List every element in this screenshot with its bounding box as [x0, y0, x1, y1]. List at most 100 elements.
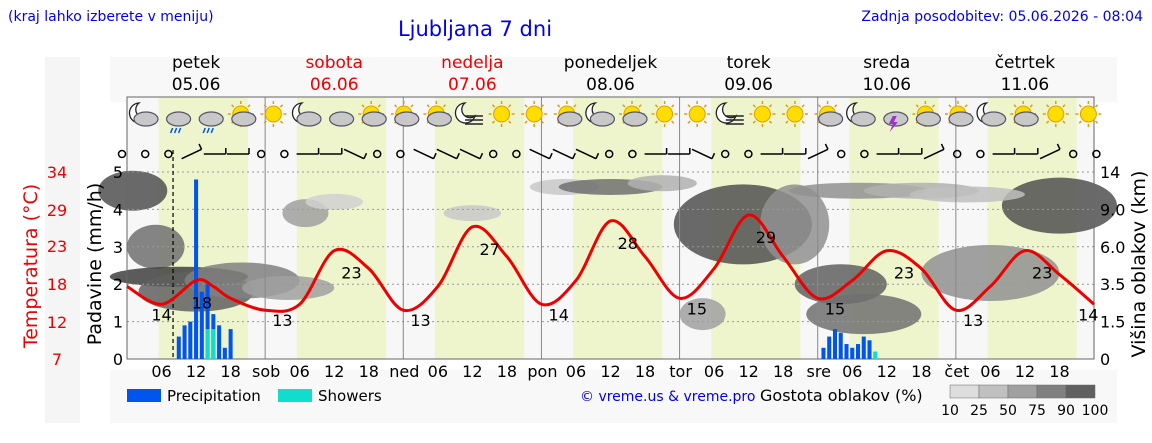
precipitation-bar	[827, 336, 832, 359]
precipitation-bar	[217, 325, 222, 359]
wind-calm-icon	[164, 149, 173, 159]
cloud-density-legend: 10 25 50 75 90 100	[941, 384, 1109, 419]
cloud-shape	[980, 111, 1007, 127]
temperature-value-label: 23	[341, 264, 361, 283]
wind-calm-icon	[628, 149, 637, 159]
sun-icon	[651, 101, 678, 127]
sun-shape	[525, 105, 543, 123]
precipitation-bar	[861, 336, 866, 359]
wind-barb-icon	[691, 148, 716, 160]
wind-barb-shaft	[691, 148, 713, 160]
sun-shape	[1079, 105, 1097, 123]
precip-tick-label: 2	[113, 275, 123, 294]
wind-barb-shaft	[923, 148, 945, 160]
temperature-value-label: 14	[549, 305, 569, 324]
cloud-shape	[850, 111, 876, 127]
sun-cloud-icon	[227, 101, 257, 127]
x-hour-tick: 12	[877, 362, 897, 381]
cloud-shape	[915, 111, 942, 127]
sun-ray	[915, 104, 919, 108]
rain-drop	[206, 127, 210, 134]
temperature-value-label: 15	[687, 299, 707, 318]
credit-link[interactable]: © vreme.us & vreme.pro	[580, 389, 755, 405]
wind-barb-icon	[783, 148, 807, 155]
sun-ray	[491, 104, 496, 108]
sun-ray	[524, 104, 528, 108]
x-axis: 06 12 18 sob 06 12 18 ned 06 12 18 pon 06 12 18 tor 06 12…	[151, 362, 1069, 381]
grid-lines	[126, 96, 1095, 360]
cloud-shape	[361, 111, 387, 127]
precipitation-bar	[867, 340, 872, 359]
wind-barb-shaft	[436, 148, 458, 160]
wind-calm-icon	[117, 149, 127, 159]
wind-calm-icon	[1068, 149, 1078, 159]
wind-calm-icon	[372, 149, 382, 159]
rain-drop	[169, 127, 174, 134]
day-date: 07.06	[448, 75, 497, 95]
sun-ray	[964, 104, 968, 108]
bottom-panel	[110, 370, 1117, 423]
sun-ray	[1094, 104, 1099, 108]
x-hour-tick: 06	[428, 362, 448, 381]
precip-tick-label: 4	[113, 200, 123, 219]
temperature-tick-label: 7	[52, 350, 62, 369]
wind-calm-icon	[976, 149, 985, 159]
x-hour-tick: 06	[289, 362, 309, 381]
day-name: nedelja	[441, 53, 503, 73]
sun-ray	[263, 104, 267, 108]
temperature-value-label: 28	[618, 234, 638, 253]
cloud-shape	[589, 111, 616, 127]
wind-barb-shaft	[807, 148, 829, 160]
sun-ray	[834, 104, 838, 108]
day-name: četrtek	[995, 53, 1056, 73]
x-hour-tick: 18	[1049, 362, 1069, 381]
sun-icon	[1075, 101, 1102, 127]
sun-shape	[1047, 105, 1065, 123]
temperature-tick-label: 23	[47, 237, 67, 256]
wind-barb-icon	[529, 148, 553, 160]
wind-barb-shaft	[529, 148, 550, 160]
cloud-icon	[329, 111, 355, 127]
sun-ray	[508, 104, 512, 108]
cloud-blob	[305, 193, 363, 210]
cloud-height-tick-label: 1.5	[1100, 313, 1125, 332]
cloud-shape	[1013, 111, 1039, 127]
wind-barb-icon	[876, 148, 900, 155]
day-date: 10.06	[862, 75, 911, 95]
cloud-height-axis-title: Višina oblakov (km)	[1128, 171, 1150, 358]
rain-drop	[202, 127, 206, 134]
sun-ray	[638, 104, 642, 108]
location-hint[interactable]: (kraj lahko izberete v meniju)	[8, 9, 214, 25]
cloud-legend-swatch	[949, 384, 980, 399]
wind-barb-icon	[227, 148, 250, 155]
wind-calm-icon	[604, 149, 614, 159]
x-hour-tick: 06	[151, 362, 171, 381]
sun-ray	[540, 104, 544, 108]
cloud-blob	[126, 224, 185, 269]
temperature-tick-label: 12	[47, 313, 67, 332]
sun-icon	[521, 101, 548, 127]
wind-barb-feather	[198, 143, 203, 150]
precipitation-bar	[222, 347, 227, 359]
sun-ray	[801, 104, 805, 108]
cloud-blob	[242, 275, 335, 300]
sun-icon	[1042, 101, 1069, 127]
x-hour-tick: 06	[566, 362, 586, 381]
cloud-height-tick-label: 3.5	[1100, 275, 1125, 294]
cloud-legend-label: 100	[1082, 403, 1109, 419]
sun-ray	[279, 104, 284, 108]
cloud-blob	[98, 170, 168, 211]
x-hour-tick: 12	[738, 362, 758, 381]
wind-calm-icon	[1092, 149, 1101, 159]
sun-ray	[654, 104, 659, 108]
sun-ray	[1062, 104, 1066, 108]
precipitation-bar	[844, 344, 849, 359]
precipitation-bar	[832, 329, 837, 359]
day-date: 06.06	[310, 75, 359, 95]
top-panel	[110, 57, 1117, 102]
sun-icon	[782, 101, 808, 127]
cloud-shape	[817, 111, 844, 127]
x-day-abbr: sob	[252, 362, 280, 381]
sun-cloud-icon	[1010, 101, 1039, 127]
precipitation-axis-title: Padavine (mm/h)	[84, 183, 106, 346]
